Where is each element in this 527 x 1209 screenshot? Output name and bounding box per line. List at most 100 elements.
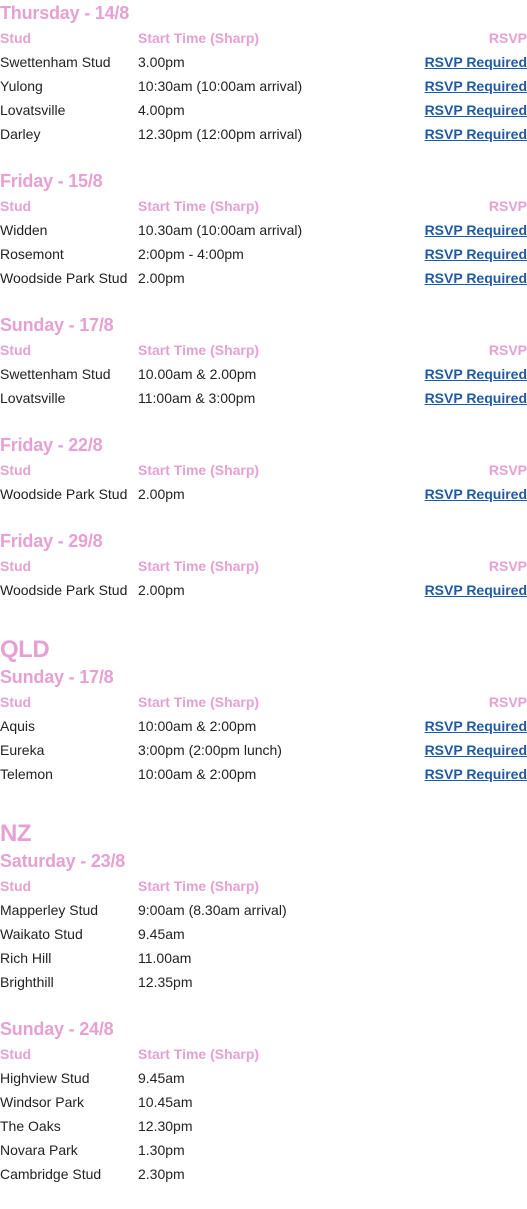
day-heading: Sunday - 17/8 <box>0 667 114 687</box>
rsvp-required-link[interactable]: RSVP Required <box>424 270 527 286</box>
column-header-row: Stud Start Time (Sharp) RSVP <box>0 554 527 578</box>
schedule-block: NZ Saturday - 23/8 Stud Start Time (Sharp) M… <box>0 820 527 994</box>
schedule-row: The Oaks 12.30pm <box>0 1114 527 1138</box>
stud-name: Waikato Stud <box>0 926 83 942</box>
column-header-rsvp: RSVP <box>488 30 527 46</box>
schedule-row: Eureka 3:00pm (2:00pm lunch) RSVP Required <box>0 738 527 762</box>
section-spacer <box>0 506 527 528</box>
schedule-row: Telemon 10:00am & 2:00pm RSVP Required <box>0 762 527 786</box>
schedule-block: Sunday - 24/8 Stud Start Time (Sharp) Highv… <box>0 1016 527 1186</box>
start-time: 10:30am (10:00am arrival) <box>138 78 303 94</box>
stud-name: Swettenham Stud <box>0 366 111 382</box>
schedule-row: Aquis 10:00am & 2:00pm RSVP Required <box>0 714 527 738</box>
rsvp-required-link[interactable]: RSVP Required <box>424 102 527 118</box>
stud-name: Cambridge Stud <box>0 1166 102 1182</box>
rsvp-required-link[interactable]: RSVP Required <box>424 766 527 782</box>
start-time: 3:00pm (2:00pm lunch) <box>138 742 282 758</box>
schedule-row: Rosemont 2:00pm - 4:00pm RSVP Required <box>0 242 527 266</box>
stud-name: Swettenham Stud <box>0 54 111 70</box>
start-time: 2.00pm <box>138 270 185 286</box>
schedule-block: Thursday - 14/8 Stud Start Time (Sharp) RSV… <box>0 0 527 146</box>
schedule-row: Widden 10.30am (10:00am arrival) RSVP Requ… <box>0 218 527 242</box>
rsvp-cell: RSVP Required <box>425 246 527 262</box>
stud-name: Lovatsville <box>0 390 66 406</box>
rsvp-required-link[interactable]: RSVP Required <box>424 486 527 502</box>
schedule-row: Lovatsville 11:00am & 3:00pm RSVP Required <box>0 386 527 410</box>
stud-name: Highview Stud <box>0 1070 90 1086</box>
column-header-stud: Stud <box>0 30 32 46</box>
schedule-row: Yulong 10:30am (10:00am arrival) RSVP Requ… <box>0 74 527 98</box>
rsvp-required-link[interactable]: RSVP Required <box>424 366 527 382</box>
stud-name: Brighthill <box>0 974 54 990</box>
column-header-stud: Stud <box>0 1046 32 1062</box>
column-header-start-time: Start Time (Sharp) <box>138 878 260 894</box>
stud-name: Yulong <box>0 78 43 94</box>
day-heading: Friday - 22/8 <box>0 435 103 455</box>
section-spacer <box>0 146 527 168</box>
start-time: 9.45am <box>138 926 185 942</box>
rsvp-required-link[interactable]: RSVP Required <box>424 718 527 734</box>
schedule-row: Waikato Stud 9.45am <box>0 922 527 946</box>
schedule-block: Friday - 22/8 Stud Start Time (Sharp) RSVP W… <box>0 432 527 506</box>
start-time: 10:00am & 2:00pm <box>138 718 257 734</box>
stud-name: The Oaks <box>0 1118 61 1134</box>
column-header-stud: Stud <box>0 558 32 574</box>
schedule-block: Friday - 29/8 Stud Start Time (Sharp) RSVP W… <box>0 528 527 602</box>
rsvp-cell: RSVP Required <box>425 102 527 118</box>
schedule-row: Lovatsville 4.00pm RSVP Required <box>0 98 527 122</box>
schedule-row: Mapperley Stud 9:00am (8.30am arrival) <box>0 898 527 922</box>
rsvp-required-link[interactable]: RSVP Required <box>424 582 527 598</box>
column-header-stud: Stud <box>0 342 32 358</box>
column-header-row: Stud Start Time (Sharp) <box>0 1042 527 1066</box>
column-header-rsvp: RSVP <box>488 558 527 574</box>
column-header-stud: Stud <box>0 462 32 478</box>
day-heading: Sunday - 24/8 <box>0 1019 114 1039</box>
column-header-row: Stud Start Time (Sharp) RSVP <box>0 458 527 482</box>
rsvp-cell: RSVP Required <box>425 54 527 70</box>
rsvp-cell: RSVP Required <box>425 582 527 598</box>
section-spacer <box>0 410 527 432</box>
stud-name: Rosemont <box>0 246 64 262</box>
stud-name: Woodside Park Stud <box>0 582 128 598</box>
schedule-block: QLD Sunday - 17/8 Stud Start Time (Sharp) RS… <box>0 636 527 786</box>
rsvp-required-link[interactable]: RSVP Required <box>424 246 527 262</box>
rsvp-required-link[interactable]: RSVP Required <box>424 390 527 406</box>
column-header-row: Stud Start Time (Sharp) RSVP <box>0 338 527 362</box>
rsvp-required-link[interactable]: RSVP Required <box>424 222 527 238</box>
start-time: 2:00pm - 4:00pm <box>138 246 244 262</box>
region-heading: NZ <box>0 820 32 847</box>
stud-name: Mapperley Stud <box>0 902 99 918</box>
day-heading: Saturday - 23/8 <box>0 851 126 871</box>
column-header-rsvp: RSVP <box>488 198 527 214</box>
schedule-row: Woodside Park Stud 2.00pm RSVP Required <box>0 578 527 602</box>
rsvp-cell: RSVP Required <box>425 718 527 734</box>
region-heading: QLD <box>0 636 50 663</box>
stud-name: Windsor Park <box>0 1094 85 1110</box>
schedule-row: Darley 12.30pm (12:00pm arrival) RSVP Requ… <box>0 122 527 146</box>
schedule-row: Swettenham Stud 3.00pm RSVP Required <box>0 50 527 74</box>
start-time: 2.00pm <box>138 486 185 502</box>
stud-name: Woodside Park Stud <box>0 486 128 502</box>
schedule-row: Windsor Park 10.45am <box>0 1090 527 1114</box>
column-header-start-time: Start Time (Sharp) <box>138 1046 260 1062</box>
rsvp-cell: RSVP Required <box>425 222 527 238</box>
column-header-row: Stud Start Time (Sharp) RSVP <box>0 26 527 50</box>
column-header-start-time: Start Time (Sharp) <box>138 342 260 358</box>
stud-name: Eureka <box>0 742 45 758</box>
rsvp-required-link[interactable]: RSVP Required <box>424 742 527 758</box>
schedule-block: Sunday - 17/8 Stud Start Time (Sharp) RSVP S… <box>0 312 527 410</box>
stud-name: Lovatsville <box>0 102 66 118</box>
rsvp-cell: RSVP Required <box>425 486 527 502</box>
column-header-start-time: Start Time (Sharp) <box>138 30 260 46</box>
schedule-row: Novara Park 1.30pm <box>0 1138 527 1162</box>
rsvp-required-link[interactable]: RSVP Required <box>424 126 527 142</box>
rsvp-required-link[interactable]: RSVP Required <box>424 78 527 94</box>
day-heading: Friday - 29/8 <box>0 531 103 551</box>
column-header-row: Stud Start Time (Sharp) RSVP <box>0 690 527 714</box>
rsvp-required-link[interactable]: RSVP Required <box>424 54 527 70</box>
stud-name: Aquis <box>0 718 36 734</box>
start-time: 12.30pm <box>138 1118 193 1134</box>
schedule-block: Friday - 15/8 Stud Start Time (Sharp) RSVP W… <box>0 168 527 290</box>
schedule-row: Swettenham Stud 10.00am & 2.00pm RSVP Requ… <box>0 362 527 386</box>
